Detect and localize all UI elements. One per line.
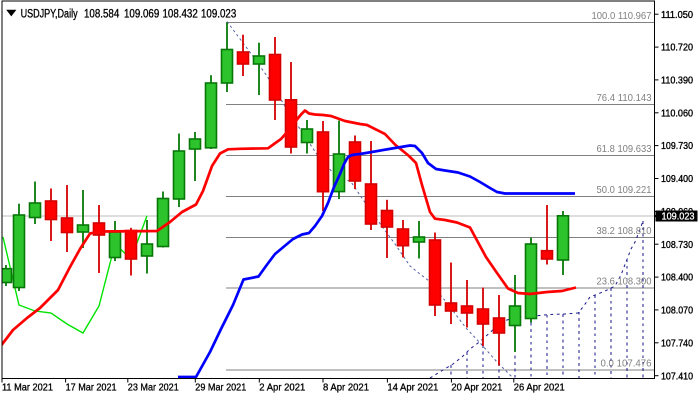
svg-text:110.720: 110.720 bbox=[661, 42, 693, 54]
svg-text:26 Apr 2021: 26 Apr 2021 bbox=[514, 382, 565, 394]
svg-text:23.6 108.300: 23.6 108.300 bbox=[597, 276, 652, 288]
svg-text:109.069: 109.069 bbox=[124, 9, 159, 21]
svg-text:8 Apr 2021: 8 Apr 2021 bbox=[323, 382, 369, 394]
svg-text:38.2 108.810: 38.2 108.810 bbox=[597, 225, 652, 237]
svg-text:109.023: 109.023 bbox=[201, 9, 236, 21]
svg-text:109.730: 109.730 bbox=[661, 140, 693, 152]
svg-text:110.060: 110.060 bbox=[661, 107, 693, 119]
svg-text:111.050: 111.050 bbox=[661, 9, 693, 21]
svg-text:108.400: 108.400 bbox=[661, 272, 693, 284]
svg-text:76.4 110.143: 76.4 110.143 bbox=[597, 92, 652, 104]
svg-text:109.400: 109.400 bbox=[661, 173, 693, 185]
svg-text:108.432: 108.432 bbox=[163, 9, 198, 21]
svg-text:100.0 110.967: 100.0 110.967 bbox=[592, 10, 652, 22]
svg-text:108.070: 108.070 bbox=[661, 305, 693, 317]
svg-text:110.390: 110.390 bbox=[661, 75, 693, 87]
svg-text:107.410: 107.410 bbox=[661, 370, 693, 382]
svg-text:11 Mar 2021: 11 Mar 2021 bbox=[2, 382, 53, 394]
svg-text:2 Apr 2021: 2 Apr 2021 bbox=[259, 382, 305, 394]
svg-text:50.0 109.221: 50.0 109.221 bbox=[597, 184, 652, 196]
svg-text:0.0 107.476: 0.0 107.476 bbox=[601, 358, 652, 370]
svg-text:20 Apr 2021: 20 Apr 2021 bbox=[451, 382, 502, 394]
svg-text:107.740: 107.740 bbox=[661, 337, 693, 349]
svg-text:109.023: 109.023 bbox=[662, 211, 695, 223]
svg-text:14 Apr 2021: 14 Apr 2021 bbox=[387, 382, 438, 394]
svg-text:61.8 109.633: 61.8 109.633 bbox=[597, 143, 652, 155]
svg-text:108.730: 108.730 bbox=[661, 239, 693, 251]
svg-text:17 Mar 2021: 17 Mar 2021 bbox=[66, 382, 117, 394]
svg-text:USDJPY,Daily: USDJPY,Daily bbox=[21, 9, 78, 21]
svg-text:108.584: 108.584 bbox=[84, 9, 120, 21]
svg-text:29 Mar 2021: 29 Mar 2021 bbox=[195, 382, 246, 394]
svg-text:23 Mar 2021: 23 Mar 2021 bbox=[128, 382, 179, 394]
